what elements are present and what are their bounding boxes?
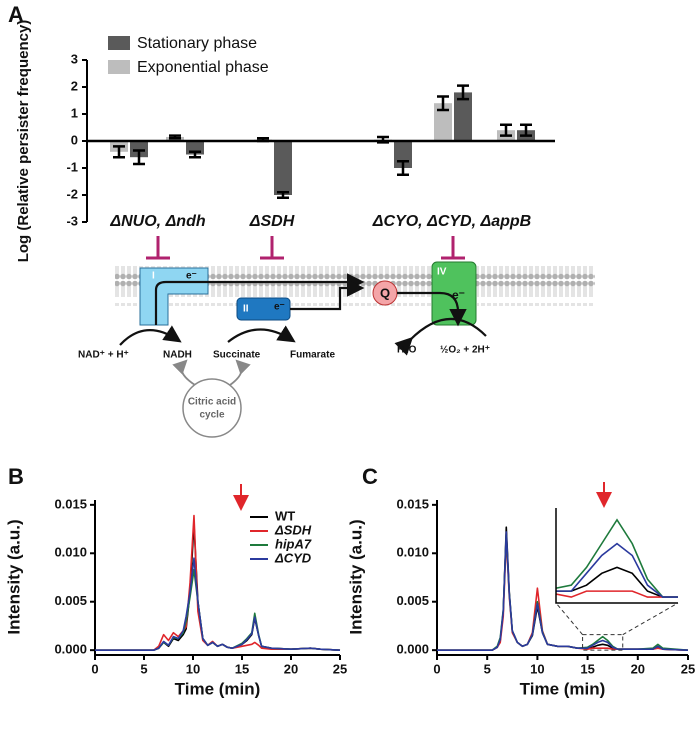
legend-label: WT [275, 508, 295, 523]
error-bar [457, 84, 469, 101]
panel-label: A [8, 2, 24, 27]
metabolite: NADH [163, 350, 192, 361]
chromatogram-line [95, 557, 341, 651]
metabolite: Fumarate [290, 350, 335, 361]
error-bar [133, 149, 145, 166]
panel-label: C [362, 464, 378, 489]
chromatogram-line [437, 531, 689, 651]
legend-swatch [108, 36, 130, 50]
x-tick-label: 0 [433, 661, 440, 676]
legend-swatch [108, 60, 130, 74]
legend-label: Exponential phase [137, 59, 269, 76]
panel-label: B [8, 464, 24, 489]
x-tick-label: 15 [235, 661, 249, 676]
bar [454, 92, 472, 141]
legend-label: ΔCYD [274, 550, 312, 565]
y-axis-label: Intensity (a.u.) [4, 519, 23, 634]
bar [130, 141, 148, 158]
electron-arrows [119, 273, 487, 356]
bar [434, 103, 452, 141]
electron-label: e⁻ [274, 302, 285, 313]
y-tick-label: 0.015 [396, 496, 429, 511]
error-bar [113, 145, 125, 159]
membrane-diagram: I e⁻ II e⁻ Q IV e⁻ NAD⁺ + H⁺ NADH Succin… [78, 236, 595, 438]
x-tick-label: 0 [91, 661, 98, 676]
legend-label: Stationary phase [137, 35, 257, 52]
y-tick-label: 0.010 [396, 545, 429, 560]
error-bar [189, 150, 201, 159]
x-tick-label: 10 [186, 661, 200, 676]
inset-background [556, 508, 678, 603]
error-bar [437, 95, 449, 112]
group-label: ΔCYO, ΔCYD, ΔappB [372, 213, 531, 230]
error-bar [500, 123, 512, 137]
group-label: ΔSDH [249, 213, 295, 230]
complex-label: IV [437, 267, 447, 278]
y-tick-label: 0.000 [396, 642, 429, 657]
error-bar [397, 160, 409, 176]
legend-label: hipA7 [275, 536, 312, 551]
metabolite: H₂O [397, 345, 417, 356]
metabolite: Succinate [213, 350, 261, 361]
y-axis-label: Log (Relative persister frequency) [15, 20, 32, 263]
error-bar [520, 123, 532, 137]
x-tick-label: 15 [580, 661, 594, 676]
inset-line [556, 542, 678, 598]
group-label: ΔNUO, Δndh [109, 213, 205, 230]
bar [274, 141, 292, 195]
quinone-label: Q [380, 285, 390, 300]
cycle-arrows [172, 359, 251, 386]
x-tick-label: 25 [333, 661, 347, 676]
y-tick-label: 0.005 [54, 593, 87, 608]
zoom-guide [622, 602, 679, 636]
y-tick-label: 0 [71, 132, 78, 147]
y-axis-label: Intensity (a.u.) [346, 519, 365, 634]
y-tick-label: -1 [66, 159, 78, 174]
error-bar [169, 134, 181, 140]
x-tick-label: 5 [484, 661, 491, 676]
chromatogram-line [95, 568, 341, 651]
y-tick-label: 1 [71, 105, 78, 120]
cycle-label: cycle [199, 410, 224, 421]
metabolite: NAD⁺ + H⁺ [78, 350, 129, 361]
y-tick-label: 0.010 [54, 545, 87, 560]
x-tick-label: 5 [140, 661, 147, 676]
y-tick-label: 2 [71, 78, 78, 93]
y-tick-label: 0.005 [396, 593, 429, 608]
y-tick-label: -2 [66, 186, 78, 201]
error-bar [277, 191, 289, 199]
metabolite: ½O₂ + 2H⁺ [440, 345, 490, 356]
y-tick-label: 0.000 [54, 642, 87, 657]
y-tick-label: -3 [66, 213, 78, 228]
zoom-guide [555, 602, 583, 635]
inset [556, 518, 678, 598]
x-tick-label: 10 [530, 661, 544, 676]
inhibitors [146, 236, 465, 260]
cycle-circle [182, 378, 242, 438]
y-tick-label: 3 [71, 51, 78, 66]
legend-label: ΔSDH [274, 522, 312, 537]
cycle-label: Citric acid [188, 397, 236, 408]
electron-label: e⁻ [186, 271, 197, 282]
x-tick-label: 20 [284, 661, 298, 676]
x-axis-label: Time (min) [175, 679, 261, 698]
electron-label: e⁻ [452, 288, 465, 302]
x-axis-label: Time (min) [520, 679, 606, 698]
x-tick-label: 20 [631, 661, 645, 676]
x-tick-label: 25 [681, 661, 695, 676]
complex-label: II [243, 304, 249, 315]
complex-label: I [152, 271, 155, 282]
inset-axes [555, 508, 678, 604]
y-tick-label: 0.015 [54, 496, 87, 511]
